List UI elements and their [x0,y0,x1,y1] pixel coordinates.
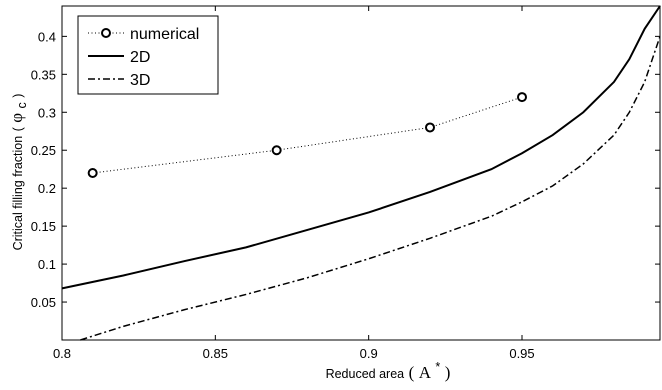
data-point-numerical [425,122,435,133]
x-tick-label: 0.95 [509,346,534,361]
y-tick-label: 0.4 [38,29,56,44]
legend-entry-numerical: numerical [88,26,199,43]
series-line-numerical [92,96,523,174]
y-axis-label: Critical filling fraction ( φ c ) [7,94,30,251]
y-tick-label: 0.35 [31,67,56,82]
y-tick-label: 0.2 [38,181,56,196]
x-tick-label: 0.8 [53,346,71,361]
y-axis-label-symbol: φ [7,113,26,123]
y-axis-label-paren-close: ) [11,94,25,98]
legend-swatch-numerical-marker [101,28,111,38]
plot-frame [61,5,661,341]
marks-layer [61,5,661,341]
legend: numerical 2D 3D [77,15,219,95]
y-axis-label-text: Critical filling fraction [11,136,25,251]
data-point-numerical [87,168,98,178]
legend-label-3d: 3D [130,72,150,89]
y-axis-label-sub: c [15,102,29,108]
y-tick-label: 0.25 [31,143,56,158]
ticks-layer: 0.8 0.85 0.9 0.95 0.05 0.1 0.15 0.2 0.25 0.3 0.35 0… [31,6,660,361]
series-line-3d [80,36,661,341]
y-tick-label: 0.05 [31,295,56,310]
data-point-numerical [517,92,527,103]
x-axis-label-text: Reduced area [326,367,405,381]
x-axis-label: Reduced area ( A * ) [326,358,451,382]
data-point-numerical [271,145,282,156]
x-axis-label-paren-open: ( [409,363,415,382]
x-axis-label-sup: * [435,360,440,374]
legend-entry-2d: 2D [88,49,150,66]
x-tick-label: 0.85 [203,346,228,361]
y-tick-label: 0.3 [38,105,56,120]
x-axis-label-paren-close: ) [445,363,451,382]
series-line-2d [61,5,661,290]
legend-label-numerical: numerical [130,26,199,43]
x-axis-label-symbol: A [419,363,432,382]
legend-label-2d: 2D [130,49,150,66]
y-axis-label-paren-open: ( [11,126,25,131]
legend-entry-3d: 3D [88,72,150,89]
x-tick-label: 0.9 [360,346,378,361]
y-tick-label: 0.15 [31,219,56,234]
y-tick-label: 0.1 [38,257,56,272]
